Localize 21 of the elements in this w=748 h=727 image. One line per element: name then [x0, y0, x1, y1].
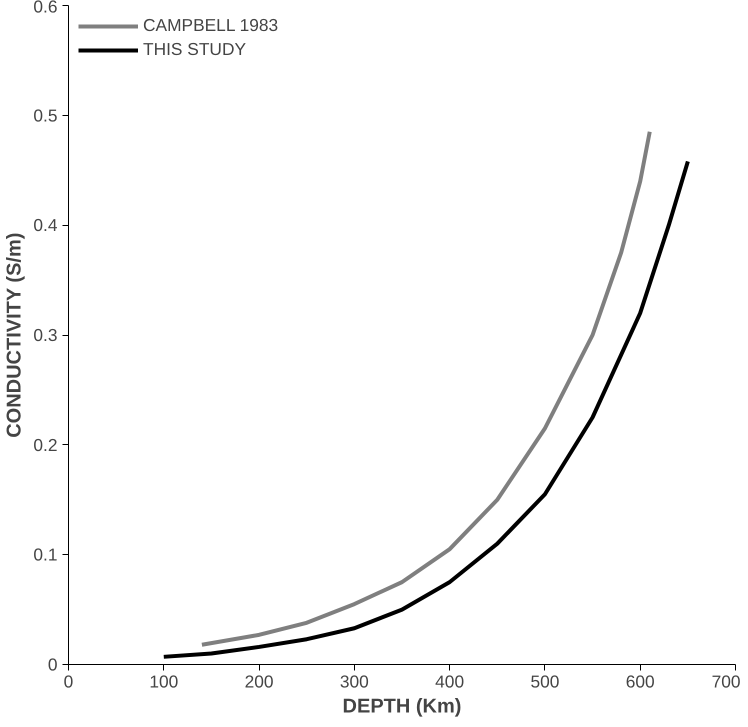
y-tick-label: 0.4	[33, 215, 58, 236]
x-tick-label: 300	[340, 672, 369, 692]
x-tick-label: 700	[712, 672, 741, 692]
y-tick-label: 0.2	[33, 434, 58, 455]
x-tick-label: 400	[435, 672, 464, 692]
y-tick-label: 0.6	[33, 0, 58, 16]
y-tick-label: 0.1	[33, 544, 58, 565]
y-axis-title: CONDUCTIVITY (S/m)	[3, 232, 26, 438]
legend-label: THIS STUDY	[143, 39, 246, 60]
x-tick-label: 100	[149, 672, 178, 692]
line-series	[200, 130, 652, 647]
x-tick-label: 600	[626, 672, 655, 692]
legend-label: CAMPBELL 1983	[143, 15, 278, 36]
line-series	[162, 159, 690, 659]
x-tick-label: 200	[244, 672, 274, 692]
y-tick-label: 0.5	[33, 105, 58, 126]
x-tick-label: 500	[530, 672, 560, 692]
x-axis-title: DEPTH (Km)	[342, 696, 462, 718]
x-tick-label: 0	[64, 672, 74, 692]
y-tick-label: 0	[48, 654, 58, 674]
y-tick-label: 0.3	[33, 325, 58, 345]
